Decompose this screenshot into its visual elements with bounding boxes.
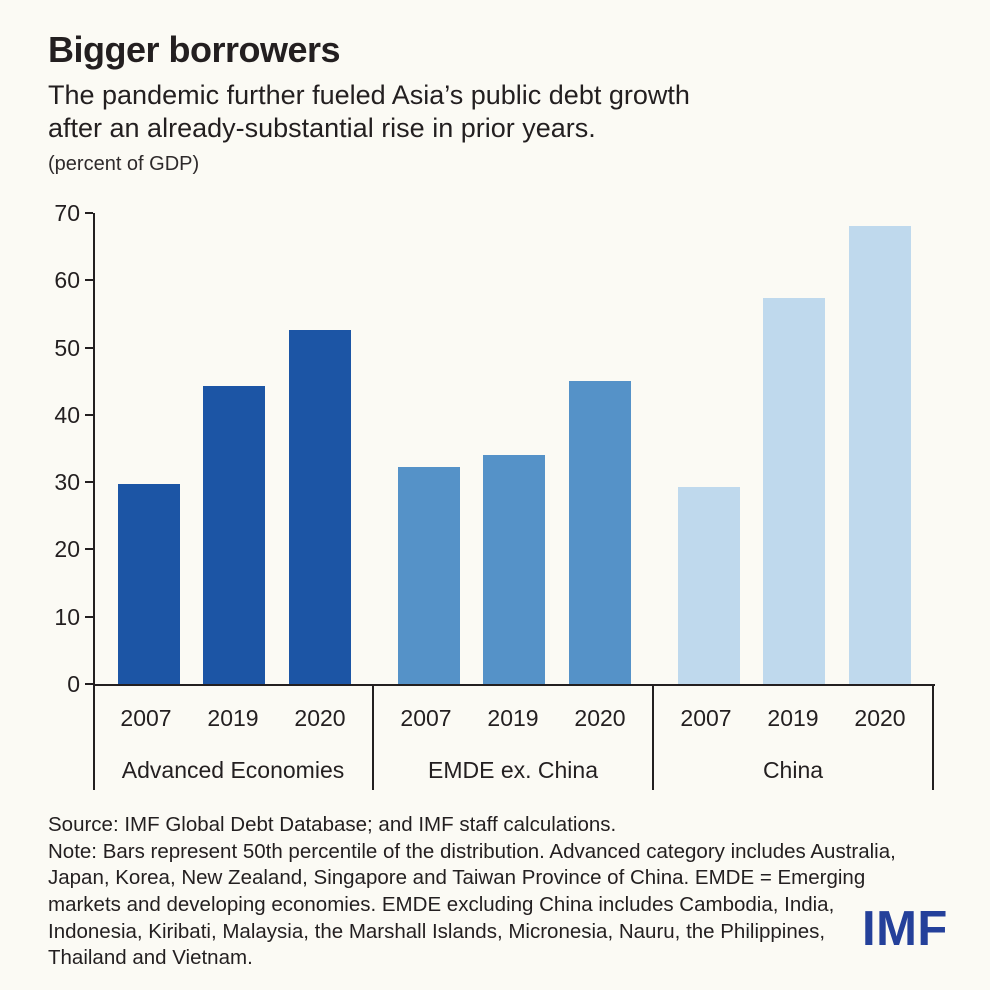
y-tick-mark — [85, 548, 93, 551]
label-group: 2007 2019 2020 Advanced Economies — [94, 686, 374, 790]
chart-subtitle: The pandemic further fueled Asia’s publi… — [48, 79, 690, 143]
label-group: 2007 2019 2020 China — [654, 686, 934, 790]
year-label: 2007 — [680, 705, 732, 731]
bar-group — [374, 213, 654, 684]
bar — [677, 486, 740, 684]
bar — [483, 454, 545, 684]
years-row: 2007 2019 2020 — [654, 705, 932, 732]
bar-group — [94, 213, 374, 684]
y-tick-label: 40 — [54, 401, 80, 428]
imf-logo: IMF — [862, 902, 948, 956]
bar — [397, 466, 460, 684]
bar — [763, 298, 825, 684]
bar — [848, 226, 911, 684]
group-label: EMDE ex. China — [427, 757, 598, 783]
chart-header: Bigger borrowers The pandemic further fu… — [48, 30, 928, 176]
x-axis-line — [93, 684, 935, 686]
bar — [568, 380, 631, 684]
y-tick-mark — [85, 279, 93, 282]
y-tick-mark — [85, 481, 93, 484]
y-tick-label: 70 — [54, 200, 80, 226]
y-axis-line — [93, 213, 95, 790]
year-label: 2020 — [294, 705, 346, 731]
unit-label: (percent of GDP) — [48, 153, 200, 176]
page-title: Bigger borrowers — [48, 29, 341, 70]
year-label: 2007 — [400, 705, 452, 731]
bar-group — [654, 213, 934, 684]
year-label: 2019 — [767, 705, 819, 731]
bars-row — [94, 213, 934, 684]
y-tick-label: 10 — [54, 603, 80, 630]
note-text: Note: Bars represent 50th percentile of … — [48, 839, 896, 970]
bar — [117, 483, 180, 684]
y-tick-mark — [85, 413, 93, 416]
y-tick-label: 50 — [54, 334, 80, 361]
year-label: 2019 — [487, 705, 539, 731]
source-text: Source: IMF Global Debt Database; and IM… — [48, 813, 617, 836]
bar — [288, 330, 351, 684]
y-tick-label: 30 — [54, 469, 80, 496]
y-tick-mark — [85, 615, 93, 618]
years-row: 2007 2019 2020 — [374, 705, 652, 732]
footnotes: Source: IMF Global Debt Database; and IM… — [48, 812, 948, 972]
bar — [203, 385, 265, 684]
y-tick-label: 0 — [67, 671, 80, 697]
group-label: Advanced Economies — [121, 757, 345, 783]
year-label: 2007 — [120, 705, 172, 731]
category-labels-row: 2007 2019 2020 Advanced Economies 2007 2019 20… — [94, 686, 934, 790]
y-tick-label: 60 — [54, 267, 80, 294]
year-label: 2020 — [854, 705, 906, 731]
years-row: 2007 2019 2020 — [94, 705, 372, 732]
year-label: 2019 — [207, 705, 259, 731]
y-tick-label: 20 — [54, 536, 80, 563]
y-tick-mark — [85, 212, 93, 214]
year-label: 2020 — [574, 705, 626, 731]
label-group: 2007 2019 2020 EMDE ex. China — [374, 686, 654, 790]
y-tick-mark — [85, 683, 93, 685]
group-label: China — [762, 757, 824, 783]
y-tick-mark — [85, 346, 93, 349]
